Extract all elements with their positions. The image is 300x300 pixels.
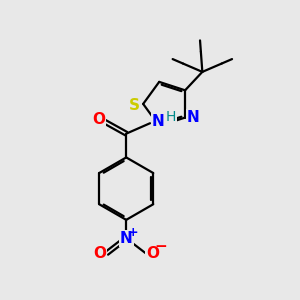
Text: S: S — [129, 98, 140, 113]
Text: +: + — [128, 226, 138, 239]
Text: N: N — [152, 114, 165, 129]
Text: −: − — [154, 239, 167, 254]
Text: H: H — [166, 110, 176, 124]
Text: O: O — [146, 246, 160, 261]
Text: O: O — [92, 112, 105, 127]
Text: N: N — [187, 110, 200, 125]
Text: O: O — [93, 246, 106, 261]
Text: N: N — [120, 231, 133, 246]
